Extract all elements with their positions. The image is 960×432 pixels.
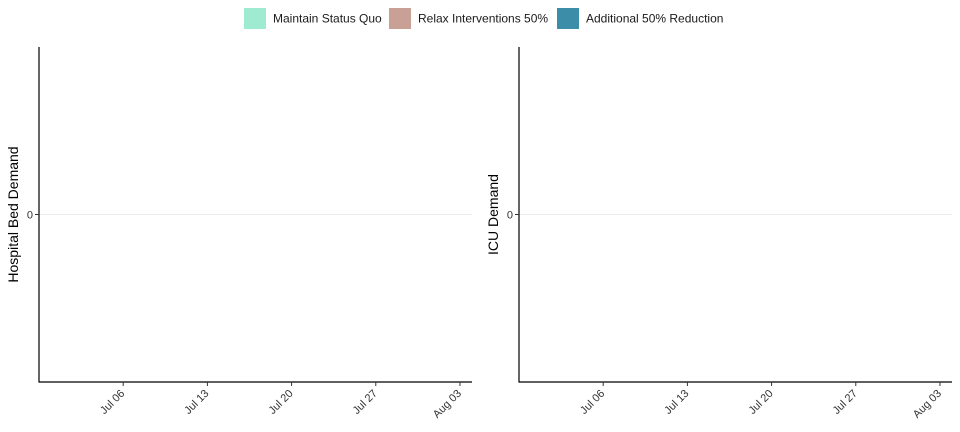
x-tick-label: Jul 27 (831, 388, 860, 417)
legend-key (389, 8, 411, 29)
x-tick-label: Jul 13 (662, 388, 691, 417)
legend-label: Additional 50% Reduction (586, 12, 723, 26)
legend-label: Relax Interventions 50% (418, 12, 548, 26)
x-tick-label: Jul 13 (182, 388, 211, 417)
x-tick-label: Aug 03 (431, 388, 464, 421)
x-tick-label: Aug 03 (911, 388, 944, 421)
chart-panel: 0 Jul 06 Jul 13 Jul 20 Jul 27 Aug 03 ICU Deman… (485, 47, 952, 421)
chart-panels: 0 Jul 06 Jul 13 Jul 20 Jul 27 Aug 03 Hospital … (5, 47, 952, 421)
legend-item: Relax Interventions 50% (389, 8, 548, 29)
legend-item: Additional 50% Reduction (557, 8, 723, 29)
chart-panel: 0 Jul 06 Jul 13 Jul 20 Jul 27 Aug 03 Hospital … (5, 47, 472, 421)
x-tick-label: Jul 20 (746, 388, 775, 417)
y-axis-title: Hospital Bed Demand (5, 146, 21, 282)
legend: Maintain Status Quo Relax Interventions 5… (244, 8, 723, 29)
legend-label: Maintain Status Quo (273, 12, 382, 26)
legend-item: Maintain Status Quo (244, 8, 382, 29)
legend-key (557, 8, 579, 29)
x-tick-label: Jul 27 (351, 388, 380, 417)
x-tick-label: Jul 20 (266, 388, 295, 417)
legend-key (244, 8, 266, 29)
x-tick-label: Jul 06 (578, 388, 607, 417)
y-axis-title: ICU Demand (485, 174, 501, 255)
y-tick-label: 0 (507, 210, 513, 222)
y-tick-label: 0 (27, 210, 33, 222)
x-tick-label: Jul 06 (98, 388, 127, 417)
